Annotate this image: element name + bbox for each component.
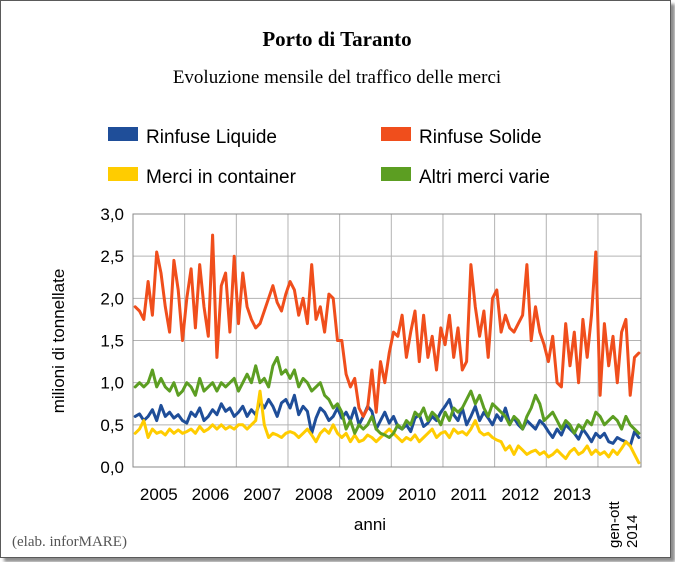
- y-tick-label: 0,5: [100, 416, 124, 435]
- x-tick-label: 2008: [295, 485, 333, 504]
- x-axis-ticks: 2005 2006 2007 2008 2009 2010 2011 2012 2013: [140, 485, 591, 504]
- chart-subtitle: Evoluzione mensile del traffico delle me…: [173, 67, 501, 88]
- x-tick-label: 2010: [398, 485, 436, 504]
- x-tick-label: 2007: [243, 485, 281, 504]
- legend-swatch-rinfuse-liquide: [108, 127, 138, 141]
- series-lines: [133, 233, 641, 465]
- chart-title: Porto di Taranto: [262, 27, 411, 51]
- y-tick-label: 2,0: [100, 289, 124, 308]
- plot-area-border: [132, 213, 642, 468]
- legend: Rinfuse Liquide Rinfuse Solide Merci in …: [108, 127, 550, 188]
- series-line-0: [133, 393, 641, 448]
- x-axis-label: anni: [354, 515, 386, 534]
- x-tick-label: 2013: [553, 485, 591, 504]
- y-axis-label: milioni di tonnellate: [49, 269, 68, 414]
- legend-label-merci-container: Merci in container: [146, 167, 297, 188]
- x-tick-last-2: 2014: [624, 515, 641, 548]
- x-tick-label: 2011: [451, 485, 488, 504]
- x-tick-label: 2005: [140, 485, 178, 504]
- series-line-2: [133, 389, 641, 465]
- x-tick-last-1: gen-ott: [606, 500, 623, 548]
- y-tick-label: 1,5: [100, 332, 124, 351]
- legend-label-rinfuse-liquide: Rinfuse Liquide: [146, 127, 277, 148]
- x-tick-label: 2012: [502, 485, 540, 504]
- y-tick-label: 2,5: [100, 247, 124, 266]
- x-tick-label: 2009: [347, 485, 385, 504]
- y-axis-ticks: 0,0 0,5 1,0 1,5 2,0 2,5 3,0: [100, 205, 124, 477]
- legend-label-altri-merci: Altri merci varie: [419, 167, 550, 188]
- series-line-1: [133, 233, 641, 418]
- series-line-3: [133, 355, 641, 439]
- legend-swatch-merci-container: [108, 167, 138, 181]
- x-tick-label: 2006: [192, 485, 230, 504]
- legend-label-rinfuse-solide: Rinfuse Solide: [419, 127, 542, 148]
- source-note: (elab. inforMARE): [12, 534, 127, 550]
- y-tick-label: 1,0: [100, 374, 124, 393]
- legend-swatch-rinfuse-solide: [381, 127, 411, 141]
- legend-swatch-altri-merci: [381, 167, 411, 181]
- y-tick-label: 0,0: [100, 458, 124, 477]
- y-tick-label: 3,0: [100, 205, 124, 224]
